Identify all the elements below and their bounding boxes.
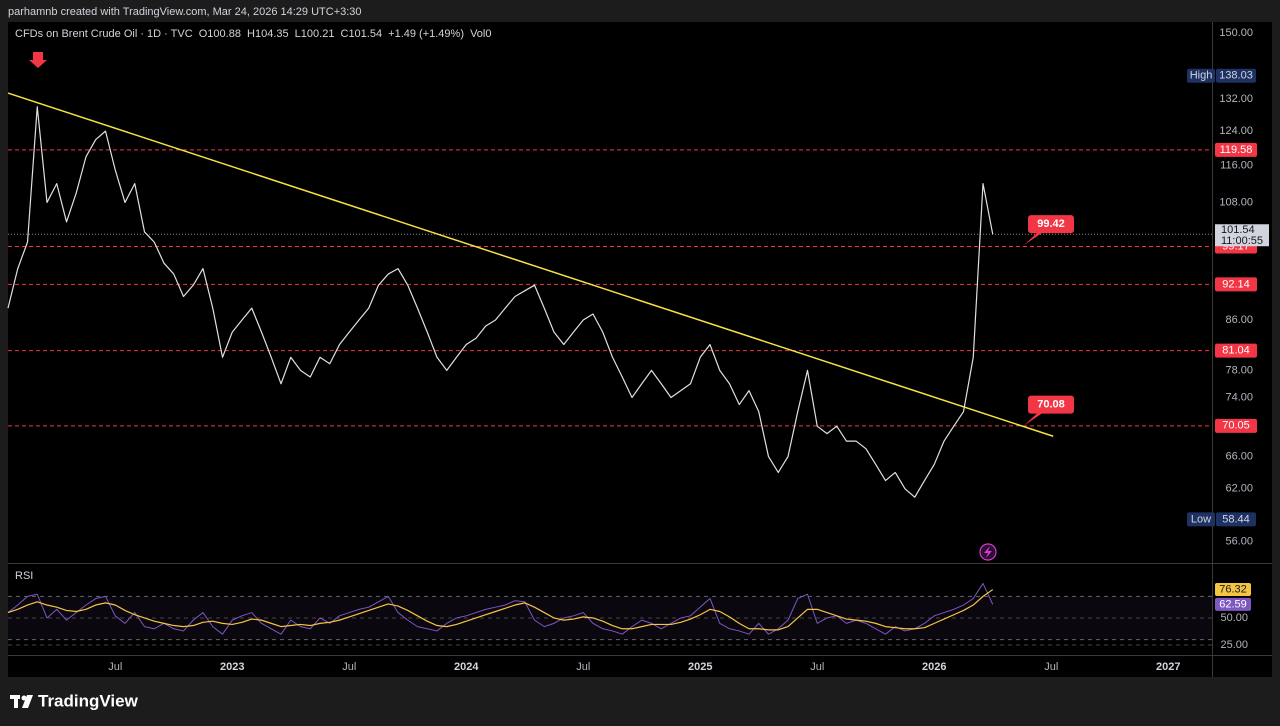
y-tick-label: 66.00 (1225, 450, 1253, 462)
extreme-value: 138.03 (1219, 70, 1253, 82)
level-label: 81.04 (1222, 345, 1250, 357)
x-tick-label: Jul (108, 661, 122, 673)
y-tick-label: 74.00 (1225, 391, 1253, 403)
y-tick-label: 132.00 (1219, 93, 1253, 105)
last-price-label: 101.54 (1221, 224, 1255, 236)
y-tick-label: 78.00 (1225, 364, 1253, 376)
legend: CFDs on Brent Crude Oil · 1D · TVC O100.… (15, 28, 491, 40)
rsi-value-label-box (1215, 583, 1251, 597)
series-line (7, 106, 994, 498)
level-label-box (1215, 418, 1257, 433)
callout-box (1028, 215, 1074, 234)
extreme-value-box (1216, 68, 1256, 83)
callout-tail (1024, 410, 1046, 426)
y-tick-label: 116.00 (1220, 159, 1253, 171)
countdown-label: 11:00:55 (1221, 235, 1263, 247)
rsi-value-label: 76.32 (1219, 583, 1247, 595)
legend-high: H104.35 (247, 28, 289, 40)
legend-change: +1.49 (+1.49%) (388, 28, 464, 40)
chart-area (8, 22, 1272, 677)
level-label-box (1215, 343, 1257, 358)
legend-low: L100.21 (295, 28, 335, 40)
event-bolt (984, 546, 992, 558)
x-tick-label: 2026 (922, 661, 946, 673)
logo (10, 695, 33, 708)
x-tick-label: Jul (1044, 661, 1058, 673)
series-line (7, 582, 994, 635)
x-tick-label: 2024 (454, 661, 479, 673)
y-tick-label: 56.00 (1225, 535, 1253, 547)
y-tick-label: 124.00 (1219, 125, 1253, 137)
x-tick-label: Jul (576, 661, 590, 673)
extreme-name-box (1187, 512, 1215, 527)
footer-brand: TradingView (38, 691, 139, 710)
x-tick-label: 2027 (1156, 661, 1180, 673)
legend-close: C101.54 (341, 28, 383, 40)
header: parhamnb created with TradingView.com, M… (8, 6, 362, 18)
trendline (7, 92, 1054, 437)
level-label-box (1215, 277, 1257, 292)
legend-volume: Vol0 (470, 28, 491, 40)
extreme-name-box (1187, 68, 1215, 83)
extreme-value: 58.44 (1222, 513, 1250, 525)
level-label: 92.14 (1222, 278, 1250, 290)
y-tick-label: 86.00 (1225, 314, 1253, 326)
callout-tail (1024, 230, 1046, 246)
arrow-marker (29, 52, 47, 68)
rsi-value-label: 62.59 (1219, 598, 1247, 610)
rsi-value-label-box (1215, 597, 1251, 611)
extreme-name: Low (1191, 513, 1211, 525)
rsi-tick-label: 50.00 (1220, 612, 1248, 624)
level-label-box (1215, 142, 1257, 157)
rsi-title: RSI (15, 570, 33, 582)
legend-open: O100.88 (199, 28, 241, 40)
x-tick-label: Jul (342, 661, 356, 673)
y-tick-label: 62.00 (1225, 483, 1253, 495)
extreme-name: High (1190, 70, 1213, 82)
legend-symbol: CFDs on Brent Crude Oil · 1D · TVC (15, 28, 193, 40)
level-label: 70.05 (1222, 420, 1250, 432)
x-tick-label: Jul (810, 661, 824, 673)
callout-label: 70.08 (1037, 399, 1065, 411)
last-price-box (1215, 224, 1269, 247)
logo-part (21, 695, 27, 701)
y-tick-label: 108.00 (1219, 196, 1253, 208)
callout-label: 99.42 (1037, 218, 1065, 230)
y-tick-label: 150.00 (1219, 27, 1253, 39)
x-tick-label: 2025 (688, 661, 712, 673)
callout-box (1028, 395, 1074, 414)
extreme-value-box (1216, 512, 1256, 527)
level-label: 119.58 (1220, 144, 1253, 156)
logo-part (22, 695, 33, 708)
rsi-tick-label: 25.00 (1220, 639, 1248, 651)
logo-part (14, 695, 18, 708)
series-line (7, 589, 994, 631)
x-tick-label: 2023 (220, 661, 244, 673)
